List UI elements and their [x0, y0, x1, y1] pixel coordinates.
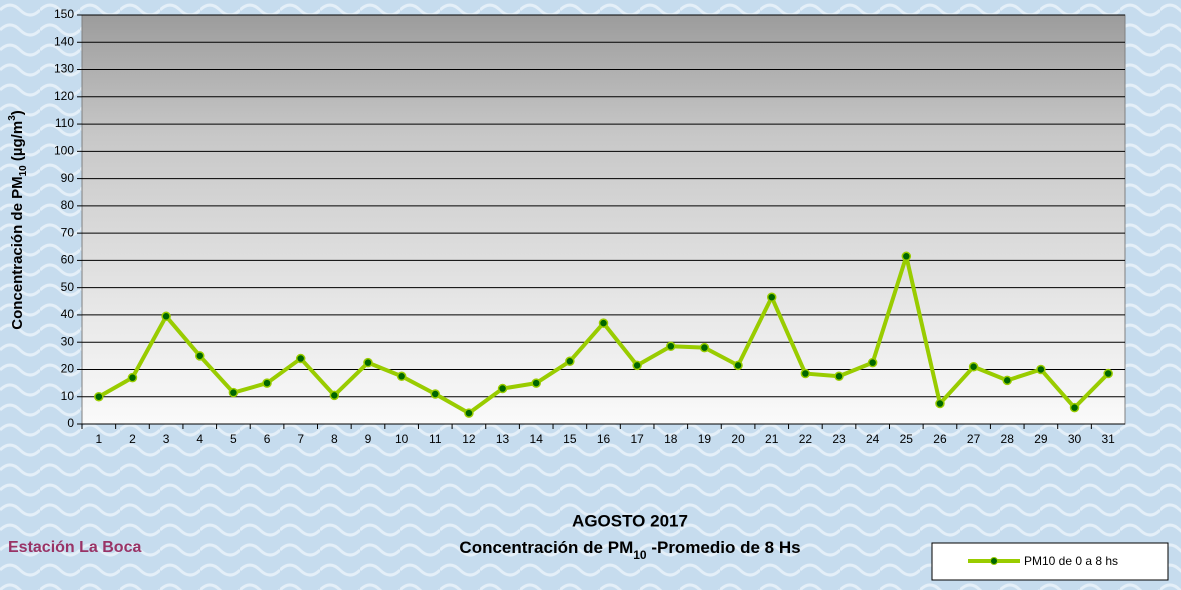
- text-part: Concentración de PM: [459, 538, 633, 557]
- text-part: 10: [18, 165, 29, 177]
- x-tick-label: 9: [365, 432, 372, 446]
- marker: [970, 363, 978, 371]
- marker: [835, 372, 843, 380]
- x-tick-label: 22: [799, 432, 813, 446]
- x-tick-label: 26: [933, 432, 947, 446]
- x-tick-label: 23: [832, 432, 846, 446]
- marker: [297, 355, 305, 363]
- marker: [263, 379, 271, 387]
- marker: [196, 352, 204, 360]
- x-tick-label: 8: [331, 432, 338, 446]
- marker: [398, 372, 406, 380]
- marker: [566, 357, 574, 365]
- x-tick-label: 25: [900, 432, 914, 446]
- y-tick-label: 140: [54, 34, 74, 48]
- text-part: (µg/m: [9, 121, 26, 165]
- y-tick-label: 50: [61, 280, 75, 294]
- marker: [162, 312, 170, 320]
- y-tick-label: 70: [61, 225, 75, 239]
- y-tick-label: 60: [61, 253, 75, 267]
- y-tick-label: 130: [54, 62, 74, 76]
- marker: [768, 293, 776, 301]
- marker: [1104, 370, 1112, 378]
- text-part: 10: [633, 548, 647, 562]
- y-axis-title: Concentración de PM10 (µg/m3): [7, 110, 29, 330]
- text-part: -Promedio de 8 Hs: [647, 538, 801, 557]
- legend-label: PM10 de 0 a 8 hs: [1024, 554, 1118, 568]
- marker: [700, 344, 708, 352]
- x-tick-label: 1: [95, 432, 102, 446]
- x-tick-label: 5: [230, 432, 237, 446]
- marker: [734, 361, 742, 369]
- marker: [902, 252, 910, 260]
- marker: [499, 385, 507, 393]
- y-tick-label: 120: [54, 89, 74, 103]
- y-tick-label: 90: [61, 171, 75, 185]
- y-tick-label: 20: [61, 362, 75, 376]
- marker: [869, 359, 877, 367]
- marker: [1037, 365, 1045, 373]
- x-tick-label: 12: [462, 432, 476, 446]
- x-tick-label: 21: [765, 432, 779, 446]
- marker: [532, 379, 540, 387]
- x-tick-label: 24: [866, 432, 880, 446]
- y-tick-label: 10: [61, 389, 75, 403]
- x-tick-label: 18: [664, 432, 678, 446]
- y-tick-label: 110: [55, 116, 74, 130]
- legend-marker: [991, 558, 998, 565]
- y-tick-label: 80: [61, 198, 75, 212]
- marker: [801, 370, 809, 378]
- x-tick-label: 7: [297, 432, 304, 446]
- marker: [1071, 404, 1079, 412]
- x-tick-label: 28: [1001, 432, 1015, 446]
- x-tick-label: 19: [698, 432, 712, 446]
- marker: [330, 391, 338, 399]
- chart: Concentración de PM10 (µg/m3) AGOSTO 201…: [0, 0, 1181, 590]
- y-tick-label: 30: [61, 334, 75, 348]
- marker: [600, 319, 608, 327]
- marker: [364, 359, 372, 367]
- y-tick-label: 0: [67, 416, 74, 430]
- x-tick-label: 31: [1101, 432, 1115, 446]
- marker: [128, 374, 136, 382]
- chart-title: AGOSTO 2017: [572, 511, 688, 530]
- x-tick-label: 11: [429, 432, 442, 446]
- x-tick-label: 20: [731, 432, 745, 446]
- x-tick-label: 2: [129, 432, 136, 446]
- marker: [1003, 376, 1011, 384]
- y-tick-label: 150: [54, 7, 74, 21]
- marker: [431, 390, 439, 398]
- x-tick-label: 17: [630, 432, 644, 446]
- y-tick-label: 100: [54, 144, 74, 158]
- text-part: ): [9, 110, 26, 115]
- marker: [633, 361, 641, 369]
- x-tick-label: 6: [264, 432, 271, 446]
- marker: [936, 400, 944, 408]
- x-tick-label: 16: [597, 432, 611, 446]
- y-tick-label: 40: [61, 307, 75, 321]
- marker: [229, 389, 237, 397]
- x-tick-label: 3: [163, 432, 170, 446]
- marker: [667, 342, 675, 350]
- x-tick-label: 27: [967, 432, 981, 446]
- x-tick-label: 15: [563, 432, 577, 446]
- x-tick-label: 10: [395, 432, 409, 446]
- x-tick-label: 14: [530, 432, 544, 446]
- plot-area: [82, 15, 1125, 424]
- text-part: Concentración de PM: [9, 176, 26, 329]
- x-tick-label: 13: [496, 432, 510, 446]
- marker: [465, 409, 473, 417]
- marker: [95, 393, 103, 401]
- x-tick-label: 4: [196, 432, 203, 446]
- x-tick-label: 29: [1034, 432, 1048, 446]
- station-label: Estación La Boca: [8, 539, 141, 556]
- x-tick-label: 30: [1068, 432, 1082, 446]
